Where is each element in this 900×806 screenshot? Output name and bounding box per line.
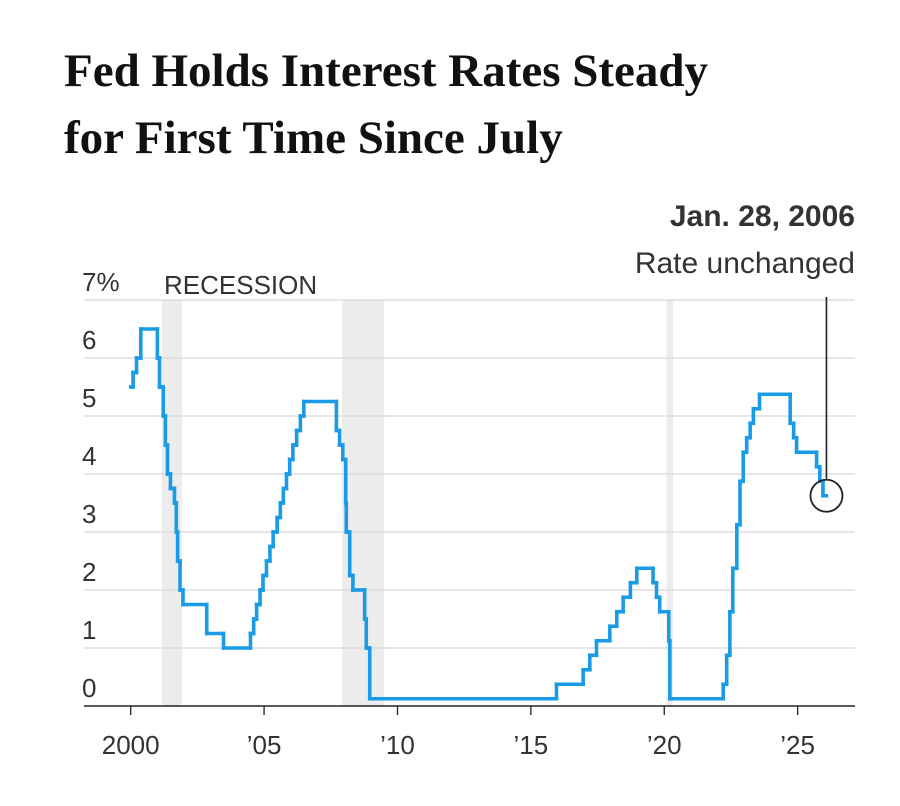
recession-band [161, 300, 182, 706]
recession-band [341, 300, 385, 706]
annotation-text: Rate unchanged [635, 247, 855, 280]
annotation-circle [809, 478, 844, 513]
x-tick-label: ’05 [247, 730, 282, 760]
y-tick-label: 3 [82, 499, 96, 529]
x-tick-label: ’25 [780, 730, 815, 760]
y-tick-label: 2 [82, 557, 96, 587]
x-tick-label: 2000 [102, 730, 160, 760]
y-tick-label: 5 [82, 383, 96, 413]
y-tick-label: 1 [82, 615, 96, 645]
y-tick-label: 4 [82, 441, 96, 471]
y-tick-label: 6 [82, 325, 96, 355]
chart-title: Fed Holds Interest Rates Steady [64, 45, 709, 97]
recession-label: RECESSION [164, 270, 317, 300]
x-tick-label: ’15 [514, 730, 549, 760]
x-tick-label: ’20 [647, 730, 682, 760]
y-tick-label: 0 [82, 673, 96, 703]
y-tick-label: 7% [82, 267, 120, 297]
annotation-date: Jan. 28, 2006 [670, 200, 855, 233]
x-tick-label: ’10 [380, 730, 415, 760]
chart-title: for First Time Since July [64, 112, 563, 164]
recession-band [666, 300, 674, 706]
